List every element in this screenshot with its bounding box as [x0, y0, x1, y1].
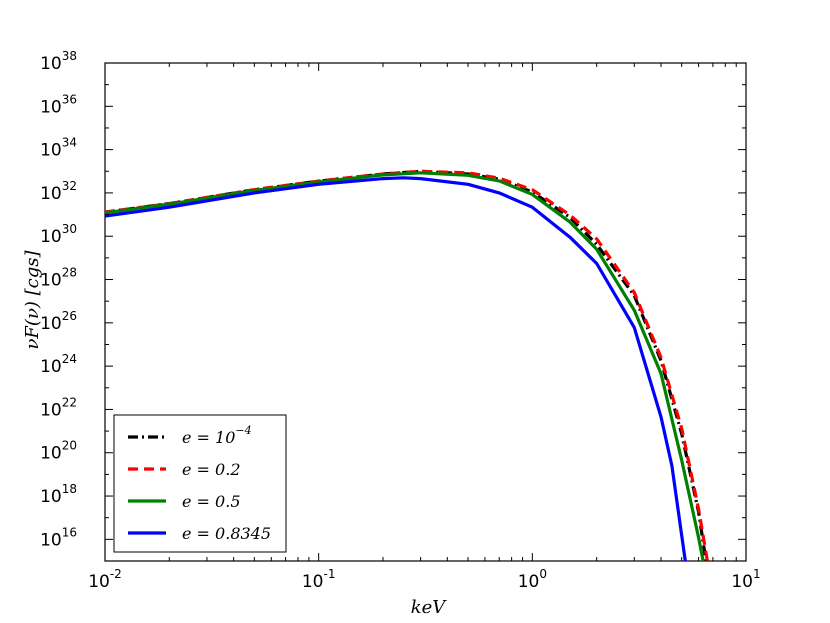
x-tick-label: 100 [518, 567, 547, 592]
y-tick-label: 1032 [40, 179, 77, 204]
y-tick-label: 1038 [40, 49, 77, 74]
y-tick-label: 1020 [40, 439, 77, 464]
legend: e = 10−4 e = 0.2 e = 0.5 e = 0.8345 [113, 414, 287, 553]
y-tick-label: 1036 [40, 92, 77, 117]
axes [104, 62, 747, 562]
series-line-4 [105, 176, 687, 561]
legend-entry: e = 10−4 [182, 424, 252, 447]
x-tick-label: 10-1 [302, 567, 336, 592]
series-lines [105, 169, 709, 561]
legend-entry: e = 0.2 [182, 460, 241, 479]
y-axis-label: νF(ν) [cgs] [22, 250, 43, 350]
legend-entry: e = 0.8345 [182, 524, 271, 543]
y-tick-label: 1022 [40, 395, 77, 420]
y-tick-label: 1026 [40, 309, 77, 334]
y-tick-label: 1028 [40, 266, 77, 291]
x-tick-label: 101 [731, 567, 760, 592]
y-tick-label: 1018 [40, 482, 77, 507]
y-tick-label: 1024 [40, 352, 77, 377]
y-tick-label: 1030 [40, 222, 77, 247]
y-tick-label: 1016 [40, 525, 77, 550]
x-axis-label: keV [411, 597, 448, 618]
legend-entry: e = 0.5 [182, 492, 241, 511]
axis-ticks: 10-2 10-1 100 101 1016 1018 1020 1022 1024 1026 10… [40, 49, 761, 592]
x-tick-label: 10-2 [88, 567, 122, 592]
plot-frame [104, 62, 747, 562]
series-line-3 [105, 171, 705, 561]
y-tick-label: 1034 [40, 136, 77, 161]
